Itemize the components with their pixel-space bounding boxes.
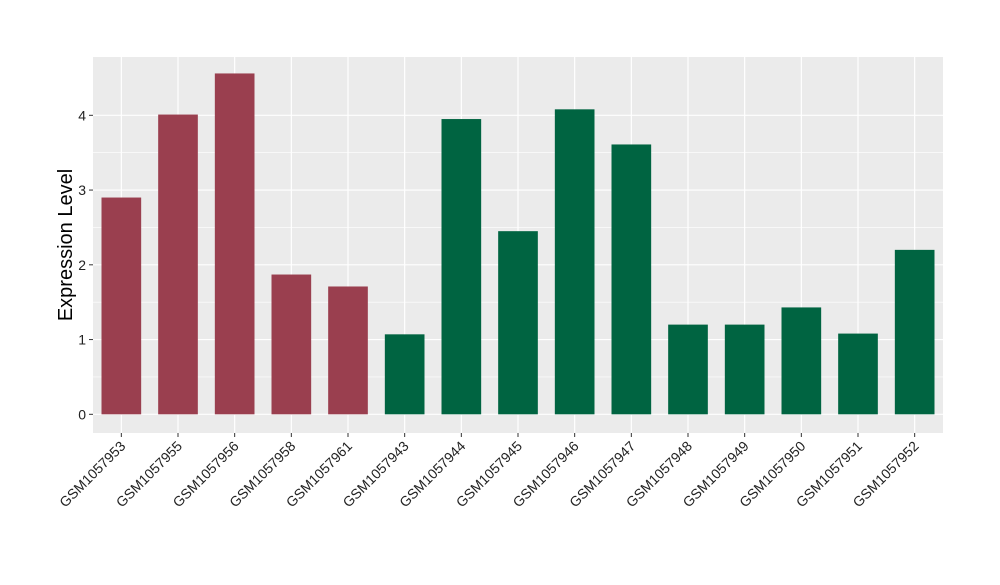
bar-GSM1057944 (441, 119, 482, 415)
y-tick-label: 1 (78, 332, 86, 348)
bar-GSM1057943 (384, 334, 425, 415)
x-axis: GSM1057953GSM1057955GSM1057956GSM1057958… (56, 433, 922, 510)
y-axis-label: Expression Level (55, 169, 77, 321)
bar-GSM1057950 (781, 307, 822, 415)
bars (101, 73, 935, 415)
bar-GSM1057951 (838, 333, 878, 415)
y-tick-label: 3 (78, 182, 86, 198)
bar-GSM1057948 (668, 324, 708, 415)
y-tick-label: 0 (78, 406, 86, 422)
bar-GSM1057956 (214, 73, 255, 415)
bar-GSM1057955 (158, 114, 198, 415)
bar-GSM1057961 (328, 286, 368, 415)
bar-GSM1057946 (554, 109, 595, 415)
bar-GSM1057949 (724, 324, 765, 415)
bar-GSM1057945 (498, 231, 538, 415)
y-tick-label: 2 (78, 257, 86, 273)
bar-GSM1057947 (611, 144, 652, 415)
y-tick-label: 4 (78, 107, 86, 123)
y-axis: 0 1 2 3 4 (78, 107, 93, 422)
bar-GSM1057953 (101, 197, 142, 415)
bar-GSM1057958 (271, 274, 312, 415)
bar-GSM1057952 (894, 249, 935, 415)
